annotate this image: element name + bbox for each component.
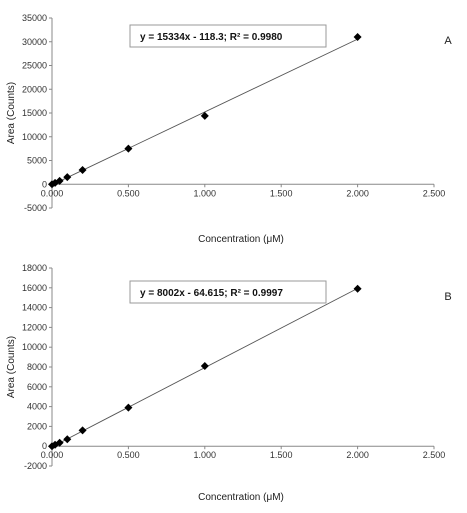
y-axis-title: Area (Counts) [6, 336, 17, 398]
regression-equation: y = 15334x - 118.3; R² = 0.9980 [140, 32, 283, 43]
x-tick-label: 2.000 [346, 188, 369, 198]
y-tick-label: 10000 [22, 132, 47, 142]
x-tick-label: 1.500 [270, 188, 293, 198]
data-point [124, 403, 133, 412]
panel-label: A [444, 35, 452, 47]
equation-box [129, 24, 327, 48]
x-tick-label: 2.500 [423, 450, 446, 460]
y-tick-label: 20000 [22, 84, 47, 94]
x-tick-label: 1.500 [270, 450, 293, 460]
y-tick-label: 18000 [22, 263, 47, 273]
chart-panel-b: -2000 0 2000 4000 6000 8000 10000 12000 14000 160… [6, 263, 452, 503]
y-tick-label: 16000 [22, 283, 47, 293]
x-axis-title: Concentration (μM) [198, 492, 284, 503]
y-tick-label: 6000 [27, 382, 47, 392]
equation-box [129, 280, 327, 304]
chart-panel-a: -5000 0 5000 10000 15000 20000 25000 30000 35000… [6, 13, 452, 245]
y-tick-label: 12000 [22, 322, 47, 332]
y-tick-label: 35000 [22, 13, 47, 23]
y-tick-label: -2000 [24, 461, 47, 471]
data-point [353, 33, 362, 41]
data-point [124, 144, 133, 153]
y-tick-label: 10000 [22, 342, 47, 352]
x-tick-label: 1.000 [194, 188, 217, 198]
y-tick-label: 2000 [27, 421, 47, 431]
y-axis-title: Area (Counts) [6, 82, 17, 144]
y-tick-label: 30000 [22, 37, 47, 47]
y-tick-label: 4000 [27, 402, 47, 412]
x-axis-title: Concentration (μM) [198, 234, 284, 245]
regression-equation: y = 8002x - 64.615; R² = 0.9997 [140, 288, 283, 299]
data-point [63, 173, 72, 182]
x-tick-label: 2.000 [346, 450, 369, 460]
x-tick-label: 2.500 [423, 188, 446, 198]
y-tick-label: 15000 [22, 108, 47, 118]
x-tick-label: 0.000 [41, 188, 64, 198]
y-tick-label: 8000 [27, 362, 47, 372]
panel-label: B [444, 291, 451, 303]
y-tick-label: 0 [42, 179, 47, 189]
data-point [78, 426, 87, 435]
y-tick-label: 0 [42, 441, 47, 451]
x-tick-label: 0.500 [117, 188, 140, 198]
x-tick-label: 0.500 [117, 450, 140, 460]
x-tick-label: 0.000 [41, 450, 64, 460]
data-point [55, 176, 64, 185]
data-point [78, 166, 87, 174]
data-point [200, 111, 209, 120]
data-point [353, 284, 362, 293]
y-tick-label: -5000 [24, 203, 47, 213]
y-tick-label: 25000 [22, 61, 47, 71]
x-tick-label: 1.000 [194, 450, 217, 460]
y-tick-label: 5000 [27, 156, 47, 166]
data-point [200, 362, 209, 371]
data-point [55, 438, 64, 447]
data-point [63, 435, 72, 444]
y-tick-label: 14000 [22, 303, 47, 313]
